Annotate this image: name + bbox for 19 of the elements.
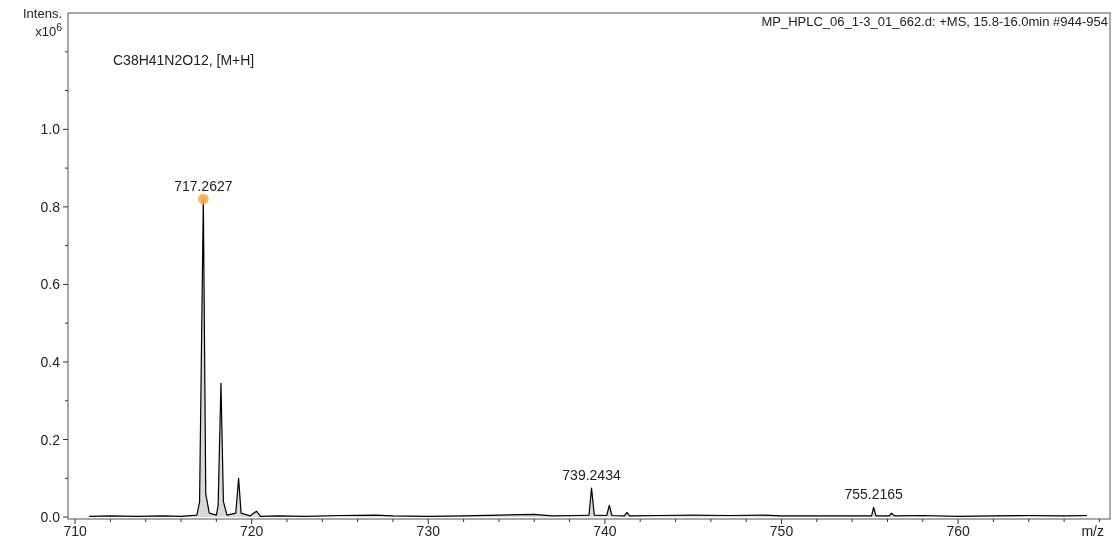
chart-title: MP_HPLC_06_1-3_01_662.d: +MS, 15.8-16.0min #944-954 — [761, 14, 1108, 29]
y-tick-label: 0.8 — [40, 198, 61, 215]
y-tick-label: 0.2 — [40, 431, 61, 448]
x-tick-label: 730 — [416, 523, 441, 539]
y-tick-label: 1.0 — [40, 121, 61, 138]
y-tick-label: 0.6 — [40, 276, 61, 293]
y-tick-label: 0.0 — [40, 509, 61, 526]
annotation: 739.2434 — [562, 466, 621, 483]
x-tick-label: 740 — [593, 523, 617, 539]
x-tick-label: 760 — [946, 523, 971, 539]
x-tick-label: 720 — [239, 523, 264, 539]
annotation: 755.2165 — [844, 486, 904, 503]
y-tick-label: 0.4 — [40, 353, 61, 370]
x-tick-label: 750 — [769, 523, 794, 539]
x-tick-label: 710 — [63, 523, 87, 539]
y-axis-title: Intens. x10$^{6}$ — [22, 6, 63, 39]
x-axis-title: m/z — [1081, 523, 1104, 539]
annotation: C38H41N2O12, [M+H] — [113, 52, 255, 68]
annotation: 717.2627 — [174, 178, 233, 195]
